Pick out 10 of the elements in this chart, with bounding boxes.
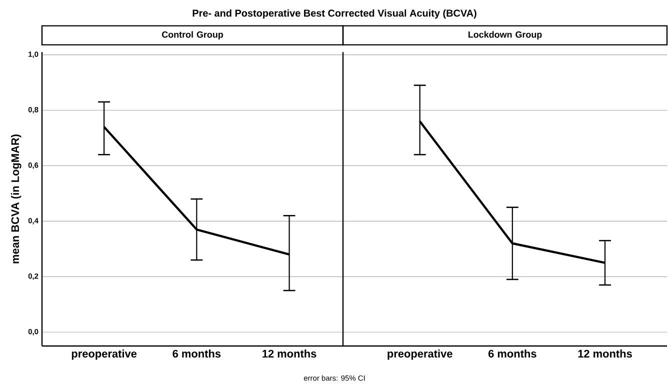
- chart-title: Pre- and Postoperative Best Corrected Visual Acuity (BCVA): [192, 9, 476, 19]
- x-tick-label: 6 months: [172, 350, 221, 358]
- chart-subtitle: Lockdown Group: [468, 31, 542, 40]
- chart-subtitle: Control Group: [162, 31, 224, 40]
- x-tick-label: preoperative: [388, 350, 452, 360]
- y-axis-title: mean BCVA (in LogMAR): [10, 134, 22, 264]
- x-tick-label: 12 months: [578, 350, 632, 358]
- x-tick-label: 6 months: [488, 350, 536, 358]
- x-tick-label: 12 months: [262, 350, 316, 358]
- x-tick-label: preoperative: [72, 350, 137, 360]
